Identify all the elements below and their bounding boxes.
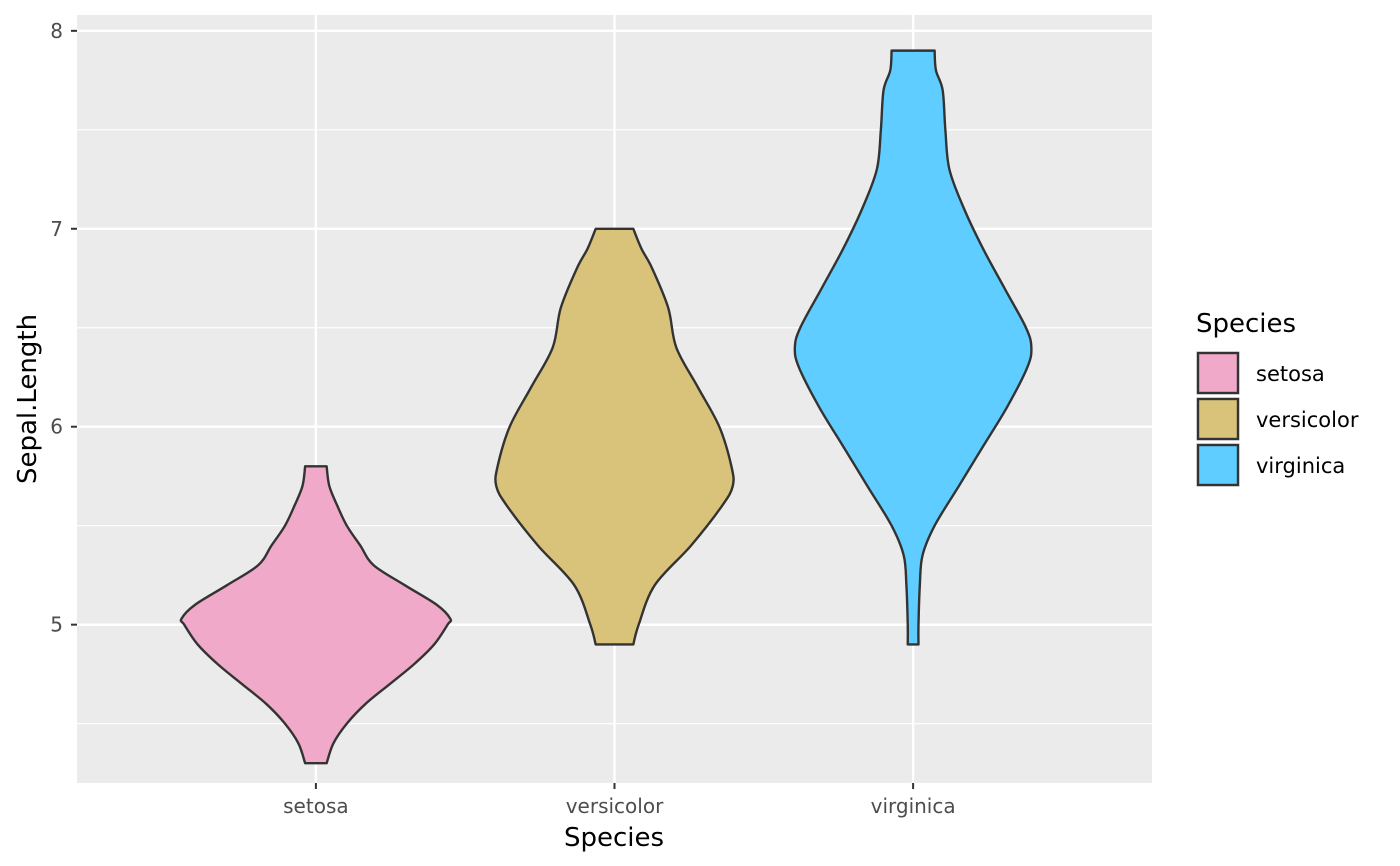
legend-key-virginica (1196, 443, 1240, 487)
violin-setosa (179, 465, 453, 765)
y-axis: 5 6 7 8 (50, 19, 77, 637)
violin-virginica (793, 49, 1033, 646)
x-axis-title: Species (564, 823, 664, 853)
legend-key-setosa (1196, 351, 1240, 395)
legend-title: Species (1196, 309, 1296, 339)
legend-label-versicolor: versicolor (1256, 408, 1359, 432)
legend-label-virginica: virginica (1256, 454, 1345, 478)
x-axis: setosa versicolor virginica (283, 783, 956, 818)
violin-versicolor (494, 227, 735, 646)
y-tick-label: 7 (50, 217, 63, 241)
x-tick-label: virginica (871, 794, 956, 818)
legend-label-setosa: setosa (1256, 362, 1325, 386)
y-axis-title: Sepal.Length (13, 314, 43, 484)
y-tick-label: 8 (50, 19, 63, 43)
y-tick-label: 5 (50, 613, 63, 637)
y-tick-label: 6 (50, 415, 63, 439)
violins (179, 49, 1033, 765)
legend: Species setosa versicolor virginica (1196, 309, 1359, 487)
legend-key-versicolor (1196, 397, 1240, 441)
x-tick-label: setosa (283, 794, 348, 818)
x-tick-label: versicolor (566, 794, 664, 818)
